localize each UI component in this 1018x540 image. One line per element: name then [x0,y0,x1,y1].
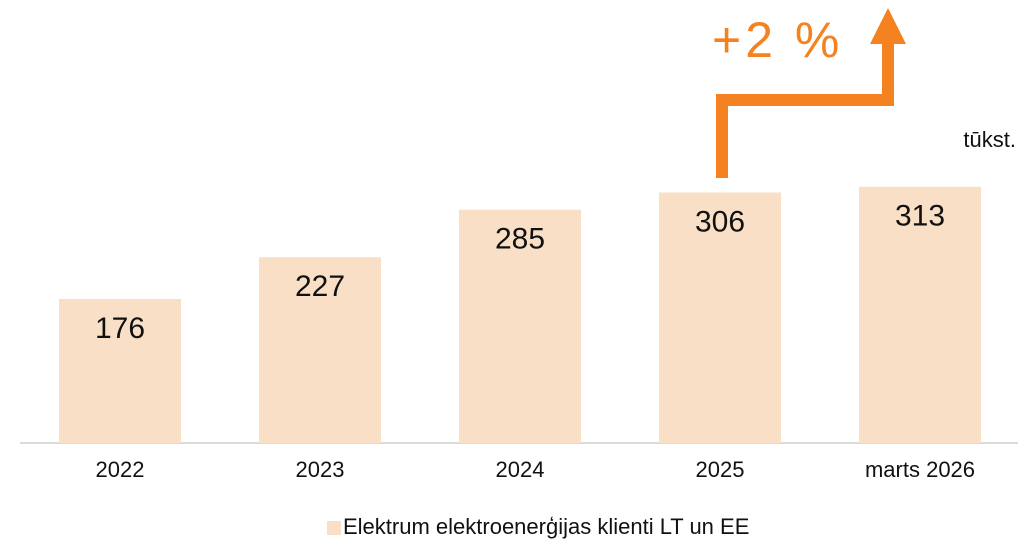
value-label: 285 [495,223,545,256]
growth-arrow [716,40,894,178]
bar [859,186,981,443]
x-tick-label: marts 2026 [865,457,975,482]
value-label: 306 [695,205,745,238]
x-tick-label: 2022 [96,457,145,482]
bar [459,209,581,443]
value-label: 313 [895,200,945,233]
x-tick-label: 2025 [696,457,745,482]
bar [659,192,781,443]
annotation: +2 % [712,12,843,68]
x-tick-label: 2023 [296,457,345,482]
value-label: 176 [95,312,145,345]
arrow-head [870,8,906,44]
value-label: 227 [295,270,345,303]
legend-label: Elektrum elektroenerģijas klienti LT un … [343,514,749,539]
bar [59,298,181,443]
x-tick-label: 2024 [496,457,545,482]
unit-label: tūkst. [963,127,1016,152]
legend-swatch [327,521,341,535]
bar [259,257,381,443]
